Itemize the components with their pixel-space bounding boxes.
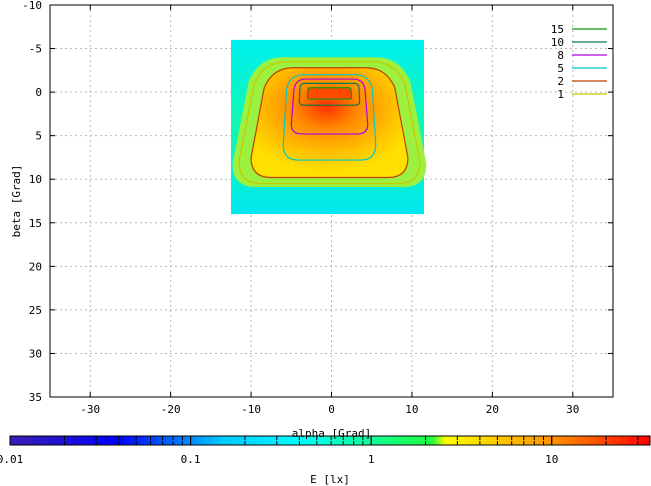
colorbar-tick-label: 0.01	[0, 453, 23, 466]
colorbar: 0.01 0.1 1 10	[0, 435, 651, 466]
x-tick-label: -30	[80, 403, 100, 416]
heatmap-area	[230, 39, 427, 215]
y-tick-label: 30	[29, 347, 42, 360]
legend-label: 5	[557, 62, 564, 75]
y-tick-label: -5	[29, 43, 42, 56]
legend-label: 10	[551, 36, 564, 49]
contour-line-15	[306, 87, 353, 100]
contour-line-8	[290, 78, 369, 135]
y-tick-label: 35	[29, 391, 42, 404]
legend-label: 8	[557, 49, 564, 62]
contour-line-1	[238, 61, 421, 185]
contour-line-10	[298, 82, 361, 106]
y-tick-label: 20	[29, 260, 42, 273]
contour-line-2	[250, 67, 409, 179]
y-tick-label: 25	[29, 304, 42, 317]
y-tick-label: 5	[35, 130, 42, 143]
x-tick-label: -10	[241, 403, 261, 416]
x-tick-label: 30	[566, 403, 579, 416]
legend-label: 2	[557, 75, 564, 88]
x-tick-label: -20	[161, 403, 181, 416]
y-axis-label: beta [Grad]	[10, 165, 23, 238]
x-tick-label: 0	[328, 403, 335, 416]
legend-label: 1	[557, 88, 564, 101]
y-tick-label: 0	[35, 86, 42, 99]
y-tick-label: -10	[22, 0, 42, 12]
contour-line-5	[282, 74, 377, 161]
x-tick-label: 10	[405, 403, 418, 416]
legend-label: 15	[551, 23, 564, 36]
y-tick-label: 15	[29, 217, 42, 230]
x-axis-label: alpha [Grad]	[292, 427, 371, 440]
colorbar-tick-label: 10	[545, 453, 558, 466]
y-tick-label: 10	[29, 173, 42, 186]
contour-lines	[238, 61, 421, 185]
x-tick-label: 20	[486, 403, 499, 416]
colorbar-tick-label: 0.1	[181, 453, 201, 466]
colorbar-label: E [lx]	[310, 473, 350, 486]
colorbar-tick-label: 1	[368, 453, 375, 466]
heatmap-band-high	[251, 67, 408, 178]
